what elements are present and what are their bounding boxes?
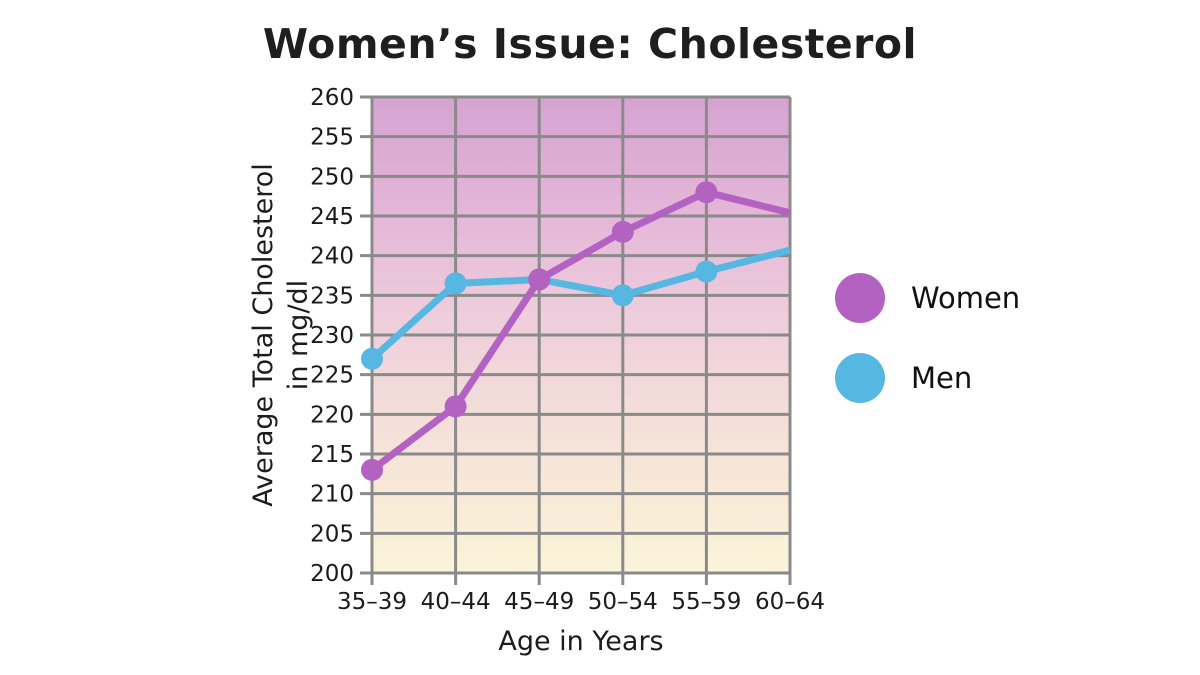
y-tick-label: 200 bbox=[310, 561, 354, 587]
series-line-men bbox=[369, 246, 791, 362]
legend-label-men: Men bbox=[911, 361, 973, 395]
legend-item-men: Men bbox=[835, 353, 1020, 403]
legend-label-women: Women bbox=[911, 281, 1021, 315]
y-axis-title-line1: Average Total Cholesterol bbox=[248, 163, 279, 507]
y-tick-label: 205 bbox=[310, 521, 354, 547]
y-axis-title-line2: in mg/dl bbox=[283, 279, 315, 391]
y-tick-label: 230 bbox=[310, 323, 354, 349]
y-tick-label: 220 bbox=[310, 402, 354, 428]
y-tick-label: 215 bbox=[310, 442, 354, 468]
y-tick-label: 225 bbox=[310, 363, 354, 389]
y-tick-label: 250 bbox=[310, 164, 354, 190]
data-point-women-1 bbox=[444, 395, 467, 418]
data-point-women-2 bbox=[528, 268, 551, 291]
data-point-men-3 bbox=[611, 284, 634, 307]
y-tick-label: 210 bbox=[310, 482, 354, 508]
x-tick-label: 50–54 bbox=[588, 589, 658, 615]
x-tick-label: 35–39 bbox=[337, 589, 407, 615]
legend: Women Men bbox=[835, 273, 1020, 403]
legend-item-women: Women bbox=[835, 273, 1020, 323]
chart-title: Women’s Issue: Cholesterol bbox=[262, 20, 918, 68]
data-point-men-0 bbox=[361, 347, 383, 370]
y-tick-label: 255 bbox=[310, 125, 354, 151]
legend-swatch-women bbox=[835, 273, 885, 323]
x-tick-label: 55–59 bbox=[671, 589, 741, 615]
legend-swatch-men bbox=[835, 353, 885, 403]
data-point-men-4 bbox=[695, 260, 718, 283]
y-tick-label: 260 bbox=[310, 85, 354, 111]
x-tick-label: 40–44 bbox=[421, 589, 491, 615]
y-tick-label: 245 bbox=[310, 204, 354, 230]
y-tick-label: 235 bbox=[310, 283, 354, 309]
x-tick-label: 45–49 bbox=[504, 589, 574, 615]
x-axis-title: Age in Years bbox=[498, 626, 664, 657]
y-tick-label: 240 bbox=[310, 244, 354, 270]
x-tick-label: 60–64 bbox=[755, 589, 825, 615]
series-line-women bbox=[369, 188, 791, 473]
data-point-women-3 bbox=[611, 220, 634, 243]
data-point-women-0 bbox=[361, 458, 383, 481]
data-point-men-1 bbox=[444, 272, 467, 295]
data-point-women-4 bbox=[695, 181, 718, 204]
y-axis-title: Average Total Cholesterol in mg/dl bbox=[246, 105, 320, 565]
